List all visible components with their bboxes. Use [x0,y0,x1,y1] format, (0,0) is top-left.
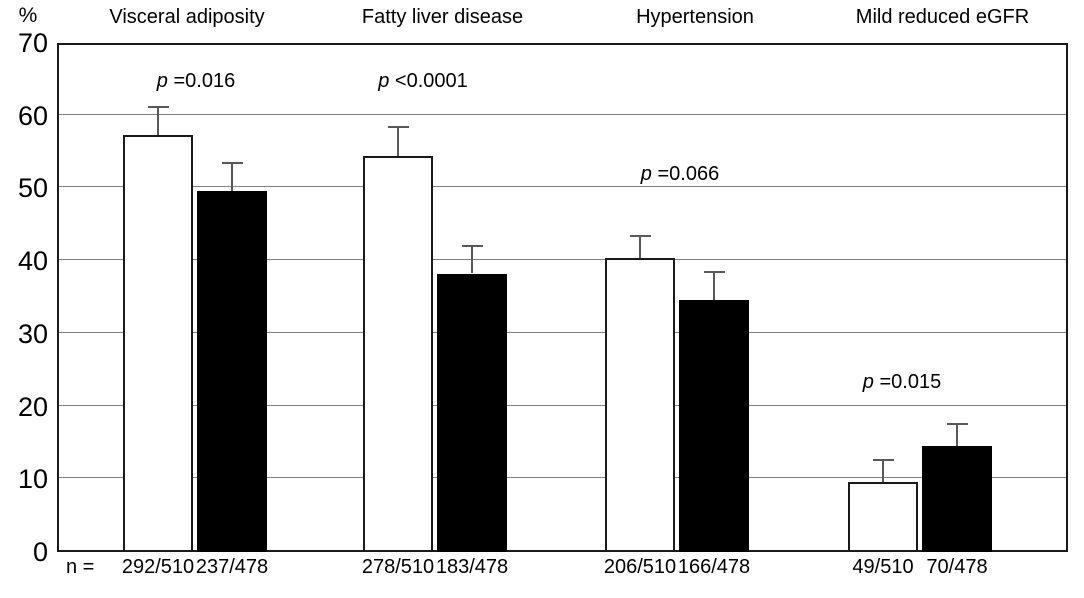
p-symbol: p [378,70,390,92]
n-value-label-open-bars-mild-reduced-egfr: 49/510 [852,556,914,578]
p-value-label-hypertension: p =0.066 [641,163,719,186]
error-cap-open-bars-fatty-liver-disease [387,125,409,128]
gridline-40 [59,259,1066,261]
p-symbol: p [156,70,168,92]
error-bar-open-bars-fatty-liver-disease [397,125,399,156]
column-header-mild-reduced-egfr: Mild reduced eGFR [855,6,1030,28]
bar-filled-bars-mild-reduced-egfr [922,445,992,552]
p-symbol: p [640,163,652,185]
y-tick-label-70: 70 [17,28,48,58]
bar-open-bars-visceral-adiposity [123,135,193,552]
y-tick-label-40: 40 [17,246,48,277]
y-axis-unit-label: % [18,4,38,27]
error-cap-filled-bars-hypertension [703,270,725,273]
bar-filled-bars-fatty-liver-disease [437,273,507,552]
gridline-20 [59,404,1066,406]
error-cap-open-bars-mild-reduced-egfr [872,458,894,461]
p-value-text: =0.066 [651,163,720,185]
y-tick-label-20: 20 [17,391,48,422]
error-cap-open-bars-hypertension [629,234,651,237]
n-value-label-open-bars-hypertension: 206/510 [603,556,677,578]
p-value-label-mild-reduced-egfr: p =0.015 [863,371,941,394]
n-value-label-filled-bars-fatty-liver-disease: 183/478 [435,556,509,578]
column-header-hypertension: Hypertension [636,6,754,28]
n-equals-label: n = [66,556,95,578]
bar-open-bars-hypertension [605,258,675,552]
bar-open-bars-fatty-liver-disease [363,155,433,552]
y-tick-label-30: 30 [17,318,48,349]
error-bar-filled-bars-fatty-liver-disease [471,245,473,274]
gridline-10 [59,477,1066,479]
bar-filled-bars-visceral-adiposity [197,191,267,552]
gridline-30 [59,331,1066,333]
error-cap-filled-bars-fatty-liver-disease [461,245,483,248]
y-tick-label-50: 50 [17,173,48,204]
gridline-50 [59,186,1066,188]
n-value-label-open-bars-visceral-adiposity: 292/510 [121,556,195,578]
p-value-text: =0.015 [873,371,942,393]
column-header-visceral-adiposity: Visceral adiposity [109,6,265,28]
p-value-text: <0.0001 [389,70,468,92]
y-tick-label-10: 10 [17,464,48,495]
error-bar-filled-bars-hypertension [713,270,715,300]
n-value-label-filled-bars-mild-reduced-egfr: 70/478 [926,556,988,578]
p-value-text: =0.016 [167,70,236,92]
n-value-label-filled-bars-hypertension: 166/478 [677,556,751,578]
error-bar-open-bars-mild-reduced-egfr [882,458,884,483]
y-tick-label-60: 60 [17,100,48,131]
p-symbol: p [862,371,874,393]
p-value-label-fatty-liver-disease: p <0.0001 [378,70,468,93]
n-value-label-filled-bars-visceral-adiposity: 237/478 [195,556,269,578]
error-bar-filled-bars-mild-reduced-egfr [956,423,958,446]
n-value-label-open-bars-fatty-liver-disease: 278/510 [361,556,435,578]
gridline-60 [59,113,1066,115]
error-cap-filled-bars-visceral-adiposity [221,161,243,164]
error-cap-open-bars-visceral-adiposity [147,106,169,109]
error-bar-filled-bars-visceral-adiposity [231,161,233,192]
bar-filled-bars-hypertension [679,299,749,552]
y-tick-label-0: 0 [32,537,48,567]
bar-open-bars-mild-reduced-egfr [848,482,918,552]
error-bar-open-bars-hypertension [639,234,641,259]
column-header-fatty-liver-disease: Fatty liver disease [361,6,524,28]
error-bar-open-bars-visceral-adiposity [157,106,159,136]
error-cap-filled-bars-mild-reduced-egfr [946,423,968,426]
p-value-label-visceral-adiposity: p =0.016 [157,70,235,93]
